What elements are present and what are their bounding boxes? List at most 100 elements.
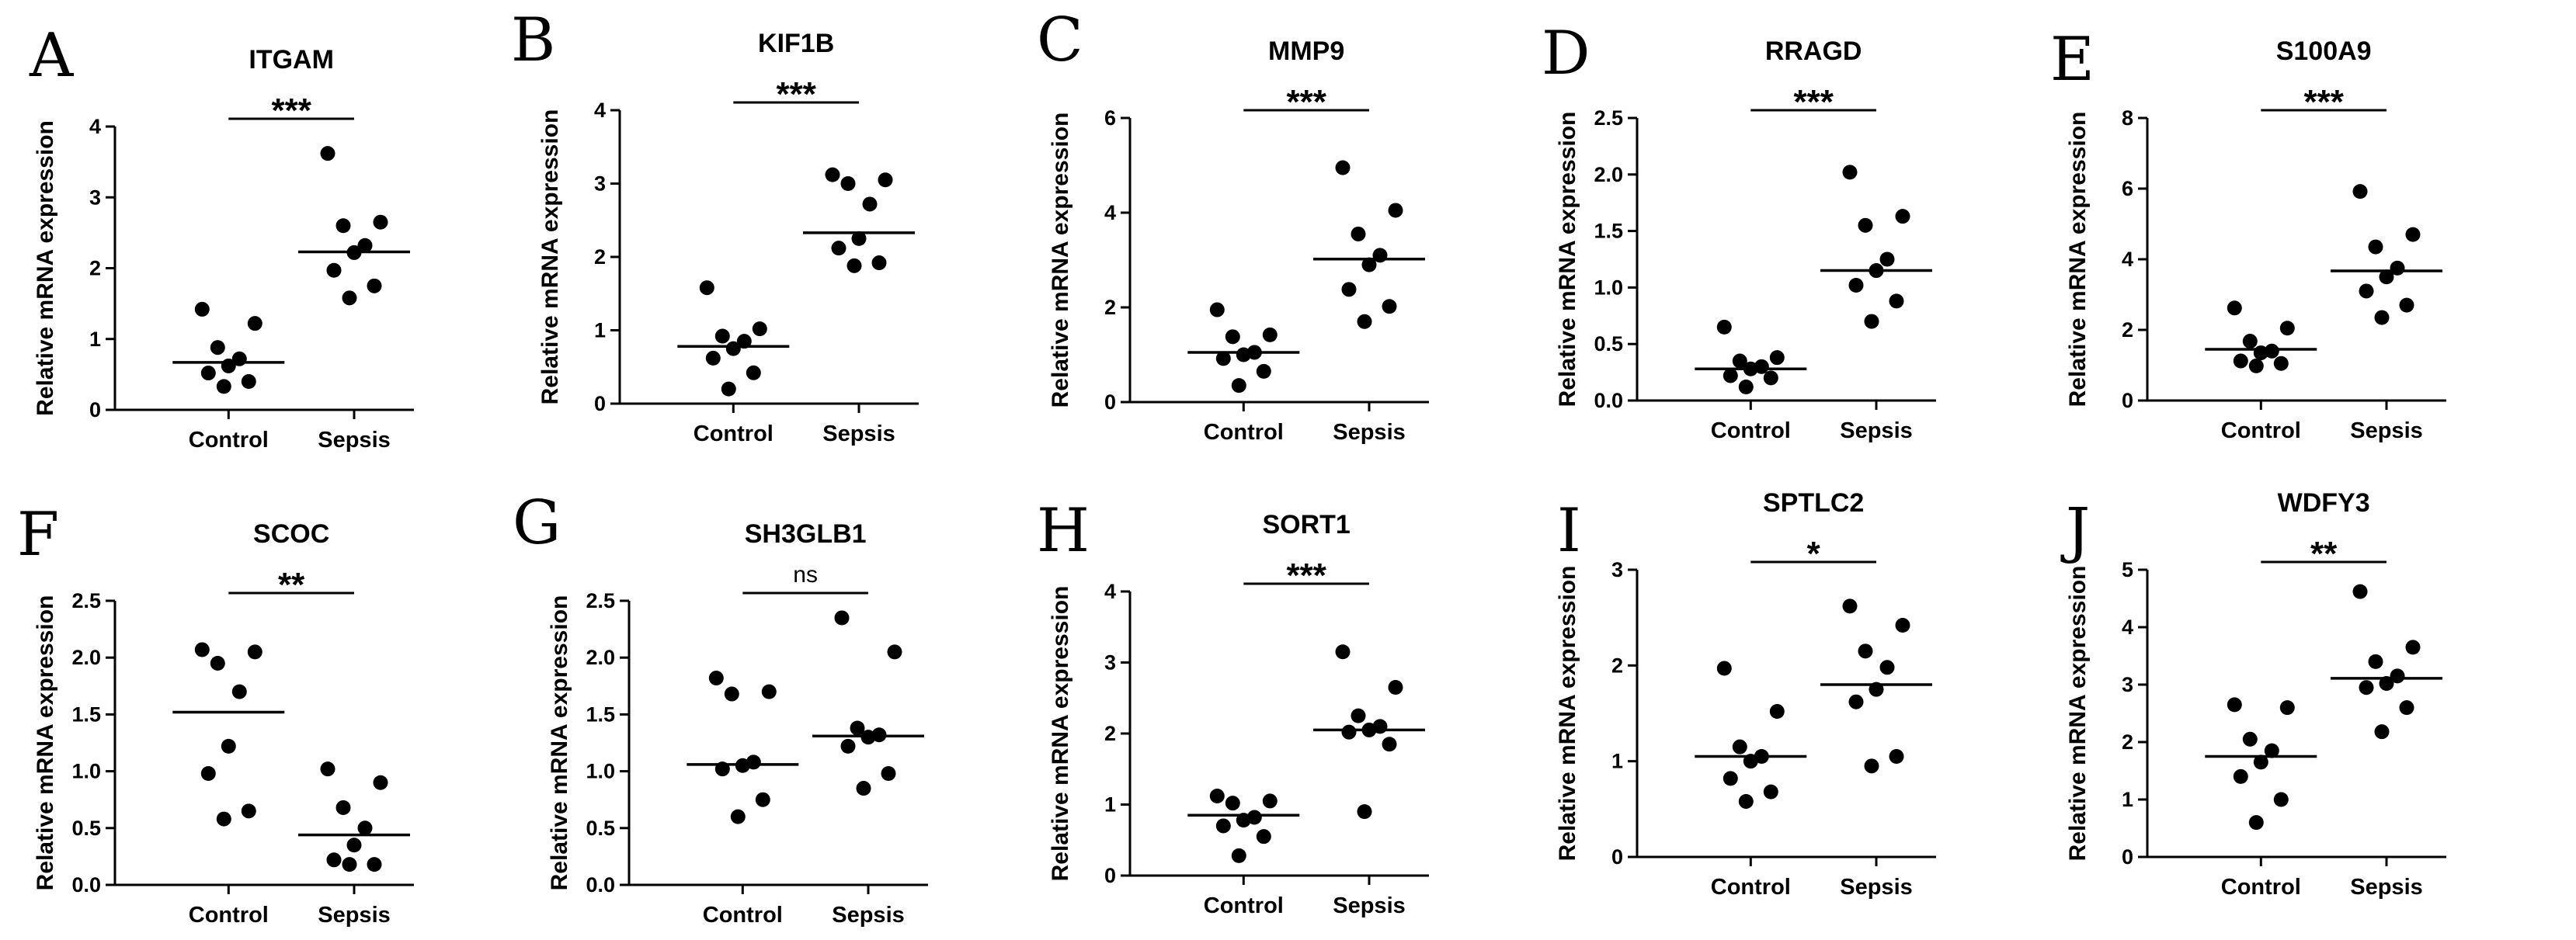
chart-title: WDFY3 (2278, 488, 2370, 518)
data-point (373, 775, 388, 790)
x-category-label: Control (1711, 875, 1791, 900)
data-point (200, 766, 216, 782)
data-point (761, 684, 777, 699)
data-point (210, 340, 225, 356)
y-tick-label: 2.0 (1594, 163, 1623, 186)
data-point (241, 374, 256, 389)
data-point (1895, 618, 1910, 633)
data-point (1225, 796, 1240, 811)
data-point (705, 350, 721, 366)
y-tick-label: 1.5 (71, 702, 101, 726)
y-tick-label: 2 (594, 245, 606, 269)
y-tick-label: 2.0 (586, 646, 615, 669)
significance-label: *** (1793, 83, 1834, 121)
data-point (1716, 661, 1732, 676)
data-point (320, 146, 335, 161)
x-category-label: Control (1711, 418, 1791, 443)
y-tick-label: 0 (1104, 390, 1116, 414)
data-point (241, 803, 256, 819)
y-tick-label: 0 (2122, 845, 2133, 869)
y-tick-label: 2.0 (71, 646, 101, 669)
y-tick-label: 0.5 (586, 817, 615, 840)
y-tick-label: 2 (89, 257, 101, 280)
data-point (367, 278, 382, 293)
data-point (335, 218, 351, 234)
y-tick-label: 0 (1104, 864, 1116, 887)
data-point (871, 255, 887, 271)
x-category-label: Sepsis (822, 421, 895, 446)
data-point (1209, 789, 1225, 804)
data-point (2379, 269, 2394, 285)
y-tick-label: 1 (1611, 750, 1623, 773)
data-point (1879, 660, 1895, 675)
y-tick-label: 2 (1104, 722, 1116, 745)
data-point (1388, 203, 1403, 218)
data-point (367, 857, 382, 872)
data-point (1738, 380, 1754, 395)
y-axis-label: Relative mRNA expression (33, 120, 58, 416)
data-point (2359, 283, 2374, 299)
data-point (846, 258, 862, 273)
data-point (1382, 737, 1397, 752)
data-point (1225, 329, 1240, 345)
data-point (1763, 784, 1778, 800)
data-point (1889, 749, 1904, 764)
data-point (1732, 353, 1747, 369)
x-category-label: Control (189, 428, 269, 453)
data-point (1842, 598, 1858, 614)
data-point (2264, 343, 2279, 359)
data-point (1895, 209, 1910, 224)
data-point (357, 238, 373, 253)
data-point (714, 328, 730, 344)
data-point (1842, 165, 1858, 180)
data-point (699, 280, 714, 296)
significance-label: ns (793, 562, 818, 588)
significance-label: *** (1286, 557, 1326, 595)
y-tick-label: 1.0 (586, 760, 615, 783)
data-point (247, 644, 262, 660)
data-point (326, 262, 342, 278)
panel-letter: J (2060, 496, 2090, 566)
y-axis-label: Relative mRNA expression (1048, 113, 1073, 408)
data-point (1262, 327, 1278, 342)
y-axis-label: Relative mRNA expression (2065, 112, 2091, 408)
data-point (2248, 358, 2264, 373)
data-point (1351, 226, 1366, 241)
significance-label: *** (776, 75, 816, 113)
data-point (2264, 743, 2279, 758)
data-point (881, 766, 896, 782)
y-tick-label: 4 (2122, 616, 2133, 639)
significance-label: *** (1286, 83, 1326, 121)
data-point (834, 610, 850, 626)
chart-title: S100A9 (2276, 36, 2372, 66)
data-point (1335, 160, 1351, 175)
data-point (724, 686, 739, 702)
y-axis-label: Relative mRNA expression (1048, 586, 1073, 882)
data-point (1723, 771, 1738, 786)
data-point (216, 379, 231, 394)
panel-letter: E (2050, 25, 2095, 95)
data-point (752, 321, 767, 337)
data-point (342, 857, 357, 872)
panel-i: I SPTLC2 0 1 2 3 Relative mRNA expression Contr… (1555, 488, 1936, 900)
data-point (755, 792, 770, 807)
data-point (2399, 297, 2414, 313)
y-tick-label: 0.5 (1594, 332, 1623, 356)
panel-e: E S100A9 0 2 4 6 8 Relative mRNA expression Cont… (2050, 25, 2446, 443)
y-tick-label: 2.5 (71, 589, 101, 612)
data-point (1341, 724, 1357, 740)
data-point (335, 800, 351, 815)
y-tick-label: 4 (1104, 580, 1116, 603)
y-tick-label: 2 (2122, 318, 2133, 342)
data-point (725, 341, 741, 356)
y-tick-label: 3 (1104, 651, 1116, 675)
data-point (2374, 724, 2390, 740)
data-point (878, 172, 893, 188)
data-point (856, 781, 871, 796)
data-point (2405, 227, 2421, 242)
data-point (736, 334, 752, 349)
y-tick-label: 3 (1611, 558, 1623, 581)
data-point (326, 852, 342, 868)
data-point (1256, 363, 1271, 379)
